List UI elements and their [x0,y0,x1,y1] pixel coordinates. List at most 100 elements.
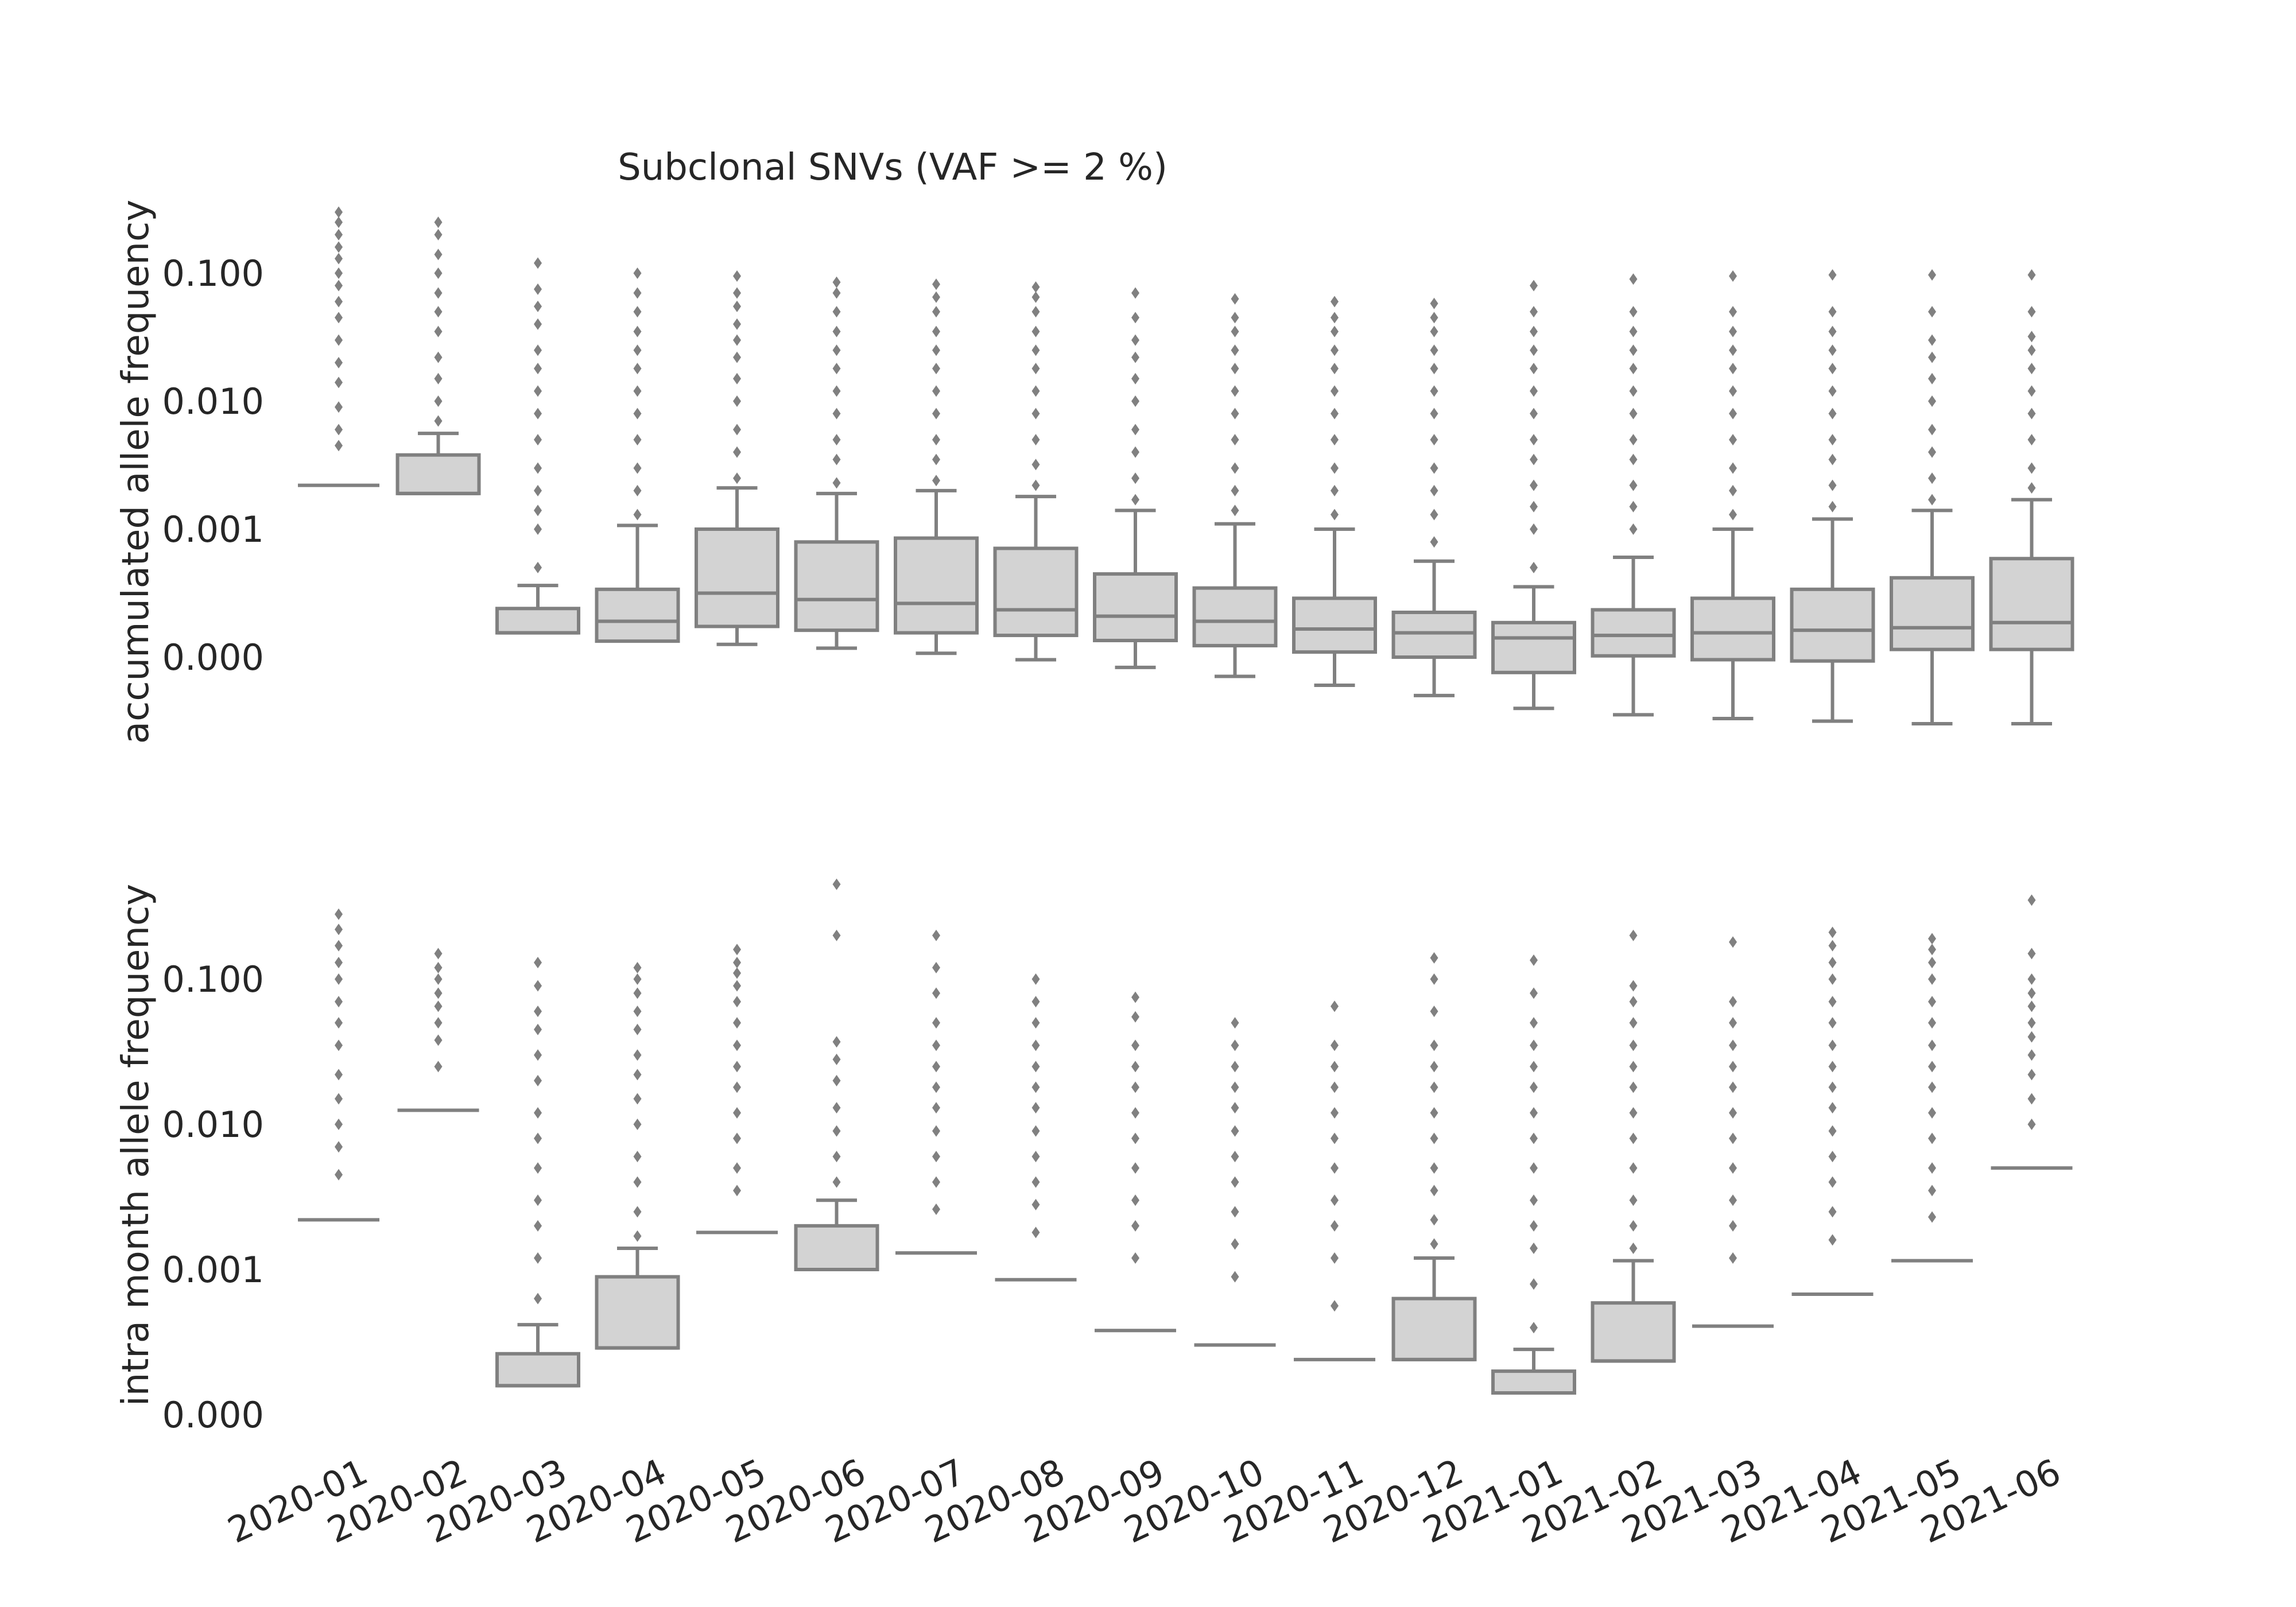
outlier-point [633,407,642,420]
box-2020-01 [298,206,379,487]
box-iqr [1989,557,2074,651]
outlier-point [1430,484,1438,496]
outlier-point [1131,1220,1139,1232]
outlier-point [1131,494,1139,506]
outlier-point [1729,1107,1737,1119]
outlier-point [633,1119,642,1130]
box-iqr [1192,586,1278,647]
outlier-point [1629,1081,1638,1093]
outlier-point [1131,1011,1139,1023]
box-iqr [1890,576,1975,651]
box-2020-08 [995,973,1077,1282]
outlier-point [1131,372,1139,385]
outlier-point [1629,325,1638,337]
box-2021-01 [1491,954,1576,1395]
outlier-point [1430,536,1438,548]
outlier-point [1928,957,1936,969]
outlier-point [534,257,542,269]
outlier-point [335,1069,343,1081]
outlier-point [335,253,343,265]
outlier-point [1629,1220,1638,1232]
outlier-point [1828,363,1837,375]
outlier-point [1530,1243,1538,1255]
outlier-point [1331,325,1339,337]
outlier-point [1331,296,1339,308]
outlier-point [1231,1206,1239,1218]
outlier-point [633,1023,642,1035]
box-iqr [794,540,879,632]
box-iqr [1391,1297,1477,1361]
outlier-point [2027,385,2036,397]
outlier-point [534,1049,542,1061]
outlier-point [1928,1039,1936,1051]
box-iqr [1391,610,1477,659]
outlier-point [733,334,741,346]
outlier-point [1331,484,1339,496]
outlier-point [1331,1039,1339,1051]
box-2021-01 [1491,280,1576,711]
outlier-point [1729,1039,1737,1051]
outlier-point [1231,1061,1239,1073]
outlier-point [1928,351,1936,363]
outlier-point [534,1292,542,1305]
outlier-point [733,996,741,1008]
outlier-point [1530,1132,1538,1144]
outlier-point [1131,1252,1139,1264]
box-iqr [1790,587,1875,663]
outlier-point [1131,287,1139,299]
outlier-point [434,249,443,261]
outlier-point [1131,1081,1139,1093]
outlier-point [1629,980,1638,992]
outlier-point [832,1102,841,1114]
outlier-point [2027,407,2036,420]
outlier-point [1928,1107,1936,1119]
outlier-point [1031,459,1040,471]
outlier-point [1031,291,1040,303]
outlier-point [2027,331,2036,343]
outlier-point [733,980,741,992]
outlier-point [832,306,841,318]
outlier-point [1828,1151,1837,1163]
outlier-point [1331,312,1339,324]
outlier-point [534,344,542,356]
outlier-point [1629,306,1638,318]
box-2020-12 [1391,297,1477,697]
outlier-point [633,1206,642,1218]
outlier-point [1928,1061,1936,1073]
box-2020-10 [1192,293,1278,678]
outlier-point [1131,424,1139,436]
outlier-point [1729,509,1737,521]
outlier-point [1629,479,1638,491]
outlier-point [1928,446,1936,458]
outlier-point [1231,1176,1239,1188]
outlier-point [1828,1102,1837,1114]
outlier-point [335,401,343,413]
outlier-point [335,206,343,218]
outlier-point [633,1151,642,1163]
outlier-point [335,1141,343,1153]
box-iqr [695,527,779,628]
outlier-point [1231,1081,1239,1093]
outlier-point [832,407,841,420]
outlier-point [335,440,343,452]
outlier-point [1430,312,1438,324]
outlier-point [633,1176,642,1188]
outlier-point [1828,269,1837,281]
outlier-point [434,306,443,318]
outlier-point [1131,446,1139,458]
outlier-point [534,980,542,992]
outlier-point [1928,996,1936,1008]
outlier-point [1928,1162,1936,1174]
box-2021-02 [1591,273,1676,717]
outlier-point [534,957,542,969]
outlier-point [733,944,741,956]
outlier-point [2027,1017,2036,1029]
outlier-point [1031,1017,1040,1029]
box-iqr [1093,572,1178,643]
x-axis: 2020-012020-022020-032020-042020-052020-… [222,1450,2067,1551]
outlier-point [1828,344,1837,356]
outlier-point [1530,280,1538,292]
outlier-point [335,241,343,253]
outlier-point [1331,1107,1339,1119]
outlier-point [1729,462,1737,474]
